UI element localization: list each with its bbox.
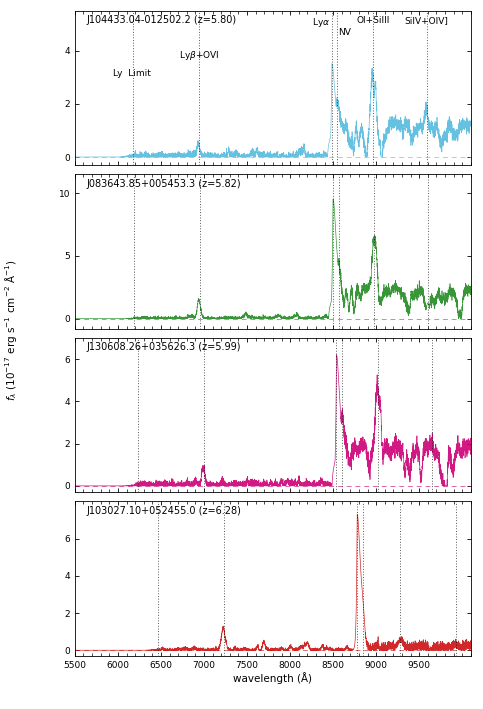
Text: NV: NV (338, 28, 351, 37)
Text: J083643.85+005453.3 (z=5.82): J083643.85+005453.3 (z=5.82) (87, 179, 242, 189)
Text: OI+SiIII: OI+SiIII (356, 16, 389, 26)
Text: Ly  Limit: Ly Limit (113, 69, 151, 78)
Text: J130608.26+035626.3 (z=5.99): J130608.26+035626.3 (z=5.99) (87, 342, 241, 352)
Text: $f_{\lambda}$ (10$^{-17}$ erg s$^{-1}$ cm$^{-2}$ Å$^{-1}$): $f_{\lambda}$ (10$^{-17}$ erg s$^{-1}$ c… (2, 259, 19, 401)
Text: SiIV+OIV]: SiIV+OIV] (405, 16, 449, 26)
Text: J104433.04-012502.2 (z=5.80): J104433.04-012502.2 (z=5.80) (87, 16, 237, 26)
X-axis label: wavelength (Å): wavelength (Å) (233, 672, 313, 684)
Text: Ly$\alpha$: Ly$\alpha$ (312, 16, 330, 30)
Text: Ly$\beta$+OVI: Ly$\beta$+OVI (179, 49, 219, 62)
Text: J103027.10+052455.0 (z=6.28): J103027.10+052455.0 (z=6.28) (87, 506, 242, 516)
